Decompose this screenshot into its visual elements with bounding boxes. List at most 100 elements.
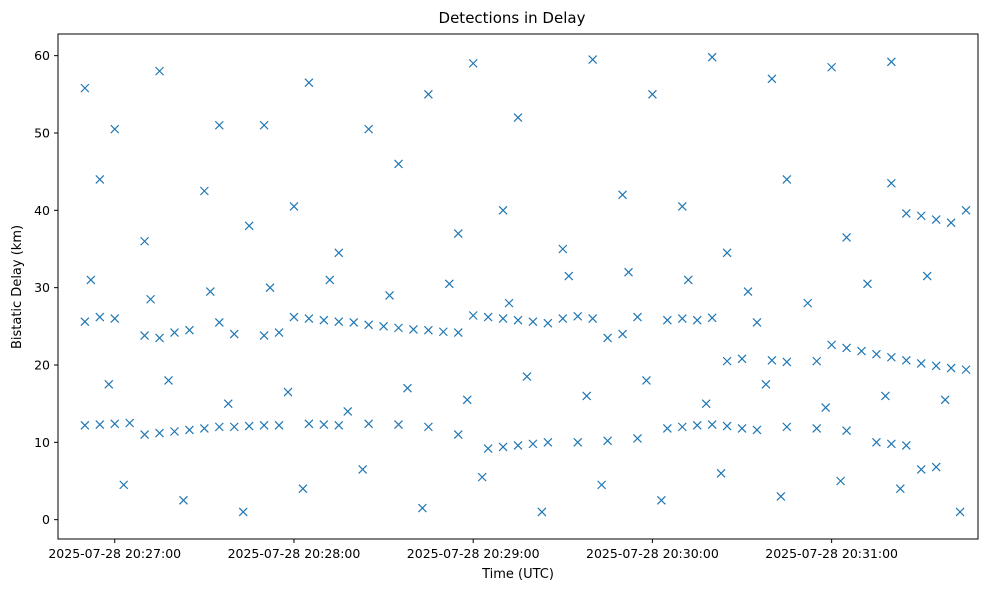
detection-point bbox=[588, 55, 598, 64]
detection-point bbox=[737, 423, 747, 433]
detection-point bbox=[483, 444, 493, 453]
detection-point bbox=[80, 317, 90, 327]
detection-point bbox=[483, 312, 493, 322]
detection-point bbox=[394, 159, 403, 169]
detection-point bbox=[274, 328, 284, 337]
y-tick-label: 30 bbox=[34, 280, 50, 295]
detection-point bbox=[737, 354, 747, 364]
detection-point bbox=[716, 468, 726, 478]
detection-point bbox=[155, 333, 164, 343]
points-layer bbox=[80, 52, 971, 517]
plot-area-frame bbox=[57, 33, 979, 540]
detection-point bbox=[477, 472, 487, 482]
detection-point bbox=[423, 325, 433, 335]
detection-point bbox=[80, 420, 90, 430]
detection-point bbox=[504, 298, 514, 308]
detection-point bbox=[743, 287, 753, 296]
y-axis-label: Bistatic Delay (km) bbox=[10, 225, 25, 349]
detection-point bbox=[522, 372, 532, 382]
detection-point bbox=[379, 321, 389, 331]
detection-point bbox=[319, 420, 329, 429]
detection-point bbox=[164, 376, 173, 385]
detection-point bbox=[761, 379, 771, 389]
detection-point bbox=[170, 328, 179, 337]
detection-point bbox=[528, 317, 538, 327]
detection-point bbox=[95, 420, 105, 429]
detection-point bbox=[95, 174, 105, 184]
detection-point bbox=[752, 425, 762, 435]
detection-point bbox=[564, 271, 574, 281]
detection-point bbox=[886, 57, 896, 67]
detection-point bbox=[453, 229, 463, 238]
detection-point bbox=[468, 311, 478, 320]
detection-point bbox=[498, 442, 508, 452]
detection-point bbox=[922, 271, 932, 281]
detection-point bbox=[901, 355, 911, 365]
detection-point bbox=[304, 78, 314, 88]
detection-point bbox=[767, 355, 777, 365]
detection-point bbox=[901, 440, 911, 450]
detection-point bbox=[701, 399, 711, 409]
detection-point bbox=[573, 311, 583, 321]
detection-point bbox=[812, 423, 822, 433]
detection-point bbox=[155, 428, 164, 438]
detection-point bbox=[603, 436, 613, 446]
x-axis-label: Time (UTC) bbox=[481, 567, 554, 582]
detection-point bbox=[895, 484, 905, 494]
detection-point bbox=[955, 507, 965, 517]
detection-point bbox=[104, 379, 114, 389]
detection-point bbox=[782, 174, 792, 184]
y-tick-label: 50 bbox=[34, 125, 50, 140]
detection-point bbox=[940, 395, 950, 405]
detection-point bbox=[409, 324, 418, 334]
detection-point bbox=[325, 275, 335, 285]
detection-point bbox=[647, 89, 657, 99]
detection-point bbox=[782, 422, 792, 432]
detection-point bbox=[289, 202, 299, 211]
detection-point bbox=[265, 283, 275, 293]
detection-point bbox=[931, 462, 941, 472]
detection-point bbox=[238, 507, 248, 517]
detection-point bbox=[498, 205, 508, 215]
detection-point bbox=[283, 387, 293, 397]
detection-point bbox=[931, 215, 941, 225]
detection-point bbox=[364, 419, 374, 429]
detection-point bbox=[722, 421, 732, 431]
x-tick-label: 2025-07-28 20:28:00 bbox=[228, 546, 361, 561]
detection-point bbox=[880, 391, 890, 401]
detection-point bbox=[385, 290, 394, 300]
detection-point bbox=[662, 423, 672, 433]
detection-point bbox=[872, 437, 881, 447]
detection-point bbox=[842, 232, 851, 242]
detection-point bbox=[624, 267, 633, 277]
detection-point bbox=[677, 422, 687, 432]
detection-point bbox=[642, 376, 651, 385]
detection-point bbox=[827, 340, 837, 350]
detection-point bbox=[662, 315, 672, 325]
detection-point bbox=[543, 437, 553, 447]
detection-point bbox=[298, 484, 308, 494]
detection-point bbox=[916, 211, 926, 221]
detection-point bbox=[444, 279, 454, 289]
detection-point bbox=[946, 363, 956, 373]
detection-point bbox=[185, 325, 194, 335]
detection-point bbox=[364, 320, 374, 330]
detection-point bbox=[244, 421, 254, 431]
detection-point bbox=[812, 356, 822, 366]
detection-point bbox=[110, 314, 120, 324]
detection-point bbox=[558, 314, 568, 324]
detection-point bbox=[931, 361, 941, 371]
detection-point bbox=[334, 317, 344, 327]
detection-point bbox=[722, 248, 732, 258]
detection-point bbox=[453, 430, 463, 440]
detection-point bbox=[199, 186, 209, 196]
detection-point bbox=[95, 312, 105, 322]
detection-point bbox=[319, 315, 329, 325]
detection-point bbox=[886, 352, 896, 362]
detection-point bbox=[146, 294, 156, 304]
y-tick-label: 10 bbox=[34, 435, 50, 450]
detection-point bbox=[259, 120, 269, 130]
detection-point bbox=[872, 349, 881, 359]
detection-point bbox=[244, 221, 254, 231]
